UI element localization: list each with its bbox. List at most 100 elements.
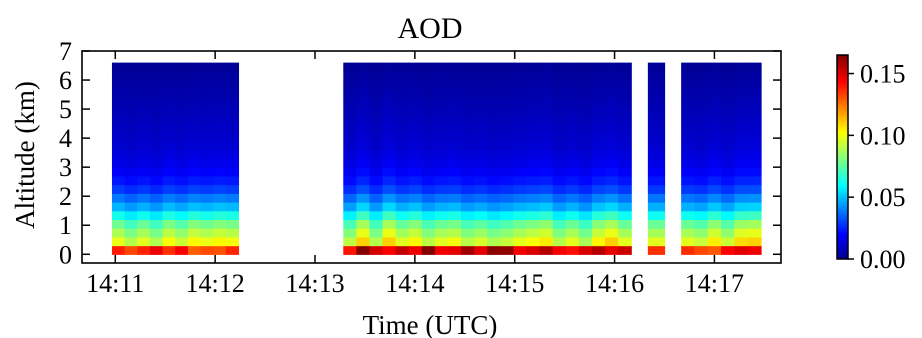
heatmap-cell — [421, 228, 436, 238]
heatmap-cell — [591, 97, 606, 107]
heatmap-cell — [500, 175, 515, 186]
heatmap-cell — [162, 210, 176, 221]
heatmap-cell — [408, 80, 423, 90]
heatmap-cell — [605, 80, 619, 90]
heatmap-cell — [487, 184, 501, 194]
heatmap-cell — [395, 236, 410, 247]
heatmap-cell — [513, 97, 528, 107]
heatmap-cell — [474, 149, 488, 160]
heatmap-cell — [395, 184, 410, 194]
heatmap-cell — [694, 62, 709, 72]
heatmap-cell — [356, 167, 371, 177]
heatmap-cell — [395, 228, 410, 238]
heatmap-cell — [149, 71, 164, 81]
heatmap-cell — [747, 193, 762, 203]
heatmap-cell — [552, 62, 567, 72]
heatmap-cell — [474, 236, 488, 247]
heatmap-cell — [618, 184, 632, 194]
heatmap-cell — [149, 62, 164, 72]
heatmap-cell — [618, 106, 632, 116]
heatmap-cell — [187, 149, 202, 160]
heatmap-cell — [539, 141, 554, 151]
heatmap-cell — [487, 62, 501, 72]
heatmap-cell — [618, 167, 632, 177]
heatmap-cell — [213, 202, 227, 212]
heatmap-cell — [421, 175, 436, 186]
heatmap-cell — [137, 193, 151, 203]
heatmap-cell — [187, 228, 202, 238]
heatmap-cell — [647, 184, 666, 194]
heatmap-cell — [681, 228, 696, 238]
heatmap-cell — [707, 71, 722, 81]
heatmap-cell — [552, 184, 567, 194]
heatmap-cell — [408, 219, 423, 229]
heatmap-cell — [213, 158, 227, 168]
heatmap-cell — [137, 236, 151, 247]
heatmap-cell — [124, 71, 138, 81]
heatmap-cell — [721, 149, 735, 160]
heatmap-cell — [565, 88, 580, 99]
heatmap-cell — [162, 88, 176, 99]
heatmap-cell — [721, 97, 735, 107]
heatmap-cell — [487, 202, 501, 212]
heatmap-cell — [721, 88, 735, 99]
heatmap-cell — [578, 149, 593, 160]
heatmap-cell — [200, 245, 214, 255]
heatmap-cell — [395, 62, 410, 72]
heatmap-cell — [149, 228, 164, 238]
heatmap-cell — [408, 97, 423, 107]
heatmap-cell — [539, 71, 554, 81]
heatmap-cell — [605, 184, 619, 194]
heatmap-cell — [137, 141, 151, 151]
heatmap-cell — [734, 106, 749, 116]
heatmap-cell — [605, 62, 619, 72]
heatmap-cell — [500, 158, 515, 168]
heatmap-cell — [707, 123, 722, 133]
heatmap-cell — [721, 202, 735, 212]
heatmap-cell — [694, 71, 709, 81]
heatmap-cell — [500, 88, 515, 99]
heatmap-cell — [526, 184, 541, 194]
heatmap-cell — [369, 184, 384, 194]
heatmap-cell — [343, 106, 357, 116]
heatmap-cell — [382, 184, 397, 194]
heatmap-cell — [225, 167, 240, 177]
heatmap-cell — [694, 219, 709, 229]
heatmap-cell — [474, 245, 488, 255]
heatmap-cell — [474, 106, 488, 116]
heatmap-cell — [500, 219, 515, 229]
heatmap-cell — [694, 175, 709, 186]
heatmap-cell — [500, 149, 515, 160]
heatmap-cell — [225, 106, 240, 116]
heatmap-cell — [111, 71, 126, 81]
heatmap-cell — [111, 210, 126, 221]
heatmap-cell — [681, 106, 696, 116]
heatmap-cell — [225, 62, 240, 72]
heatmap-cell — [382, 88, 397, 99]
heatmap-cell — [461, 88, 475, 99]
heatmap-cell — [200, 132, 214, 142]
heatmap-cell — [343, 114, 357, 125]
heatmap-cell — [747, 80, 762, 90]
heatmap-cell — [539, 97, 554, 107]
heatmap-cell — [747, 175, 762, 186]
heatmap-cell — [591, 219, 606, 229]
heatmap-cell — [539, 80, 554, 90]
heatmap-cell — [618, 228, 632, 238]
heatmap-cell — [552, 228, 567, 238]
heatmap-cell — [408, 184, 423, 194]
heatmap-cell — [175, 245, 189, 255]
heatmap-cell — [175, 184, 189, 194]
heatmap-cell — [356, 210, 371, 221]
heatmap-cell — [578, 123, 593, 133]
heatmap-cell — [526, 228, 541, 238]
heatmap-cell — [707, 114, 722, 125]
heatmap-cell — [408, 167, 423, 177]
heatmap-cell — [408, 88, 423, 99]
heatmap-cell — [356, 202, 371, 212]
colorbar-gradient — [836, 54, 849, 260]
heatmap-cell — [552, 167, 567, 177]
heatmap-cell — [578, 193, 593, 203]
heatmap-cell — [474, 228, 488, 238]
heatmap-cell — [647, 219, 666, 229]
